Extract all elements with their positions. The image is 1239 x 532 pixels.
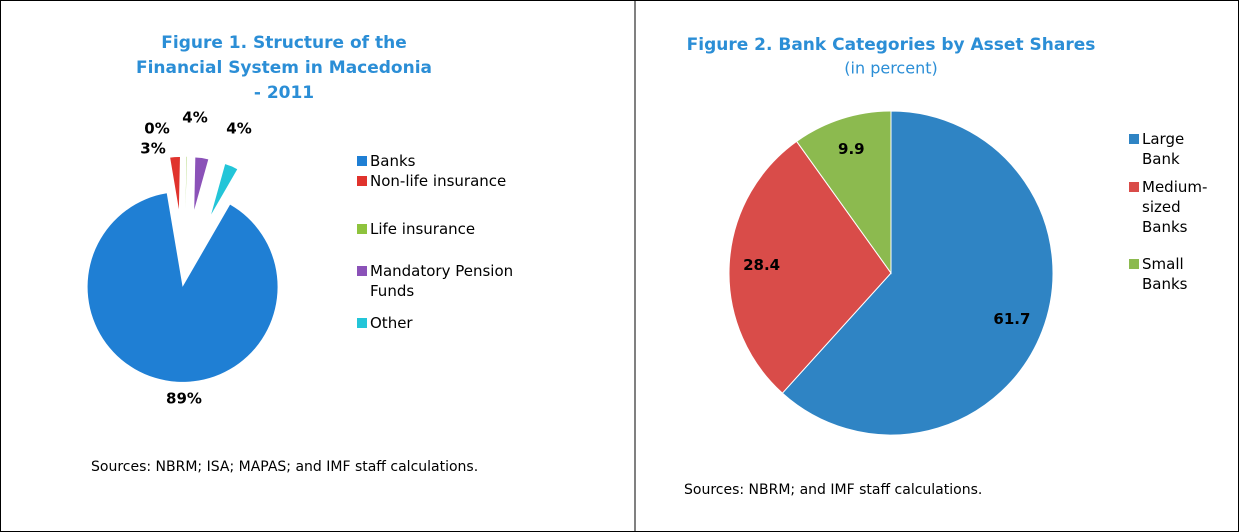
legend-label: Life insurance [370, 220, 476, 238]
legend-item: Medium-sized Banks [1129, 177, 1208, 237]
pie-slice [728, 140, 892, 394]
legend-item: Large Bank [1129, 129, 1206, 169]
legend-item: Small Banks [1129, 254, 1206, 294]
data-label: 3% [140, 140, 165, 158]
data-label: 4% [182, 109, 207, 127]
source-note: Sources: NBRM; and IMF staff calculation… [684, 482, 982, 498]
legend-item: Non-life insurance [357, 171, 522, 191]
pie-slice [170, 156, 180, 210]
legend-label: Non-life insurance [370, 172, 507, 190]
legend-swatch [357, 266, 367, 276]
data-label: 89% [166, 390, 202, 408]
legend-swatch [1129, 134, 1139, 144]
pie-slice [781, 110, 1054, 436]
legend-swatch [357, 318, 367, 328]
legend-label: Large Bank [1142, 130, 1185, 168]
pie-slice [795, 110, 892, 275]
data-label: 9.9 [838, 140, 865, 158]
legend-swatch [357, 156, 367, 166]
source-note: Sources: NBRM; ISA; MAPAS; and IMF staff… [91, 459, 478, 475]
pie-slice [194, 157, 209, 210]
pie-slice [87, 193, 278, 382]
legend-item: Life insurance [357, 219, 522, 239]
legend-label: Banks [370, 152, 416, 170]
chart-title: Figure 1. Structure of the Financial Syst… [136, 33, 432, 103]
legend-label: Mandatory Pension Funds [370, 262, 514, 300]
legend-label: Other [370, 314, 413, 332]
data-label: 4% [226, 120, 251, 138]
legend-swatch [357, 224, 367, 234]
legend-label: Small Banks [1142, 255, 1188, 293]
legend-label: Medium-sized Banks [1142, 178, 1208, 236]
data-label: 28.4 [743, 256, 780, 274]
legend-item: Banks [357, 151, 522, 171]
chart-title: Figure 2. Bank Categories by Asset Share… [687, 35, 1096, 55]
data-label: 0% [144, 120, 169, 138]
legend-swatch [1129, 259, 1139, 269]
legend-item: Mandatory Pension Funds [357, 261, 522, 301]
data-label: 61.7 [993, 310, 1030, 328]
legend-item: Other [357, 313, 522, 333]
pie-slice [211, 164, 238, 215]
chart-subtitle: (in percent) [844, 59, 937, 78]
pie-slice [185, 156, 187, 210]
legend-swatch [357, 176, 367, 186]
legend-swatch [1129, 182, 1139, 192]
